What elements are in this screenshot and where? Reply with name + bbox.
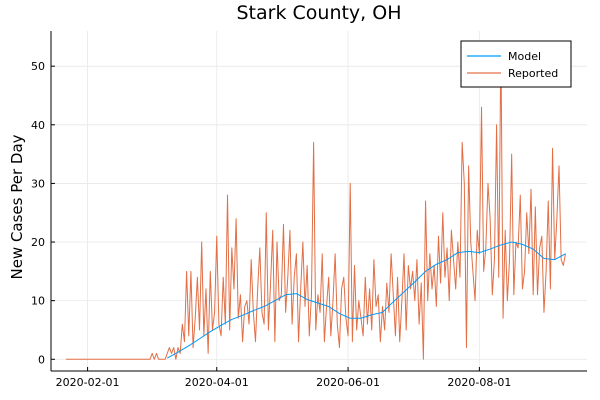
y-tick-label: 20	[31, 236, 45, 249]
y-tick-label: 40	[31, 119, 45, 132]
y-tick-label: 0	[38, 353, 45, 366]
legend-label-model: Model	[508, 50, 541, 63]
x-axis-ticks: 2020-02-01 2020-04-01 2020-06-01 2020-08-01	[56, 367, 511, 389]
y-axis-ticks: 0 10 20 30 40 50	[31, 60, 55, 366]
x-tick-label: 2020-04-01	[185, 376, 249, 389]
y-tick-label: 10	[31, 295, 45, 308]
legend-label-reported: Reported	[508, 67, 558, 80]
legend-box	[460, 40, 572, 88]
y-tick-label: 30	[31, 177, 45, 190]
x-tick-label: 2020-06-01	[316, 376, 380, 389]
chart-title: Stark County, OH	[237, 2, 402, 24]
y-tick-label: 50	[31, 60, 45, 73]
legend: Model Reported	[460, 40, 572, 88]
axes	[50, 31, 587, 372]
series-group	[66, 42, 566, 360]
x-tick-label: 2020-02-01	[56, 376, 120, 389]
series-line-reported	[66, 42, 566, 360]
y-axis-label: New Cases Per Day	[8, 134, 26, 279]
x-tick-label: 2020-08-01	[447, 376, 511, 389]
series-line-model	[167, 241, 566, 359]
